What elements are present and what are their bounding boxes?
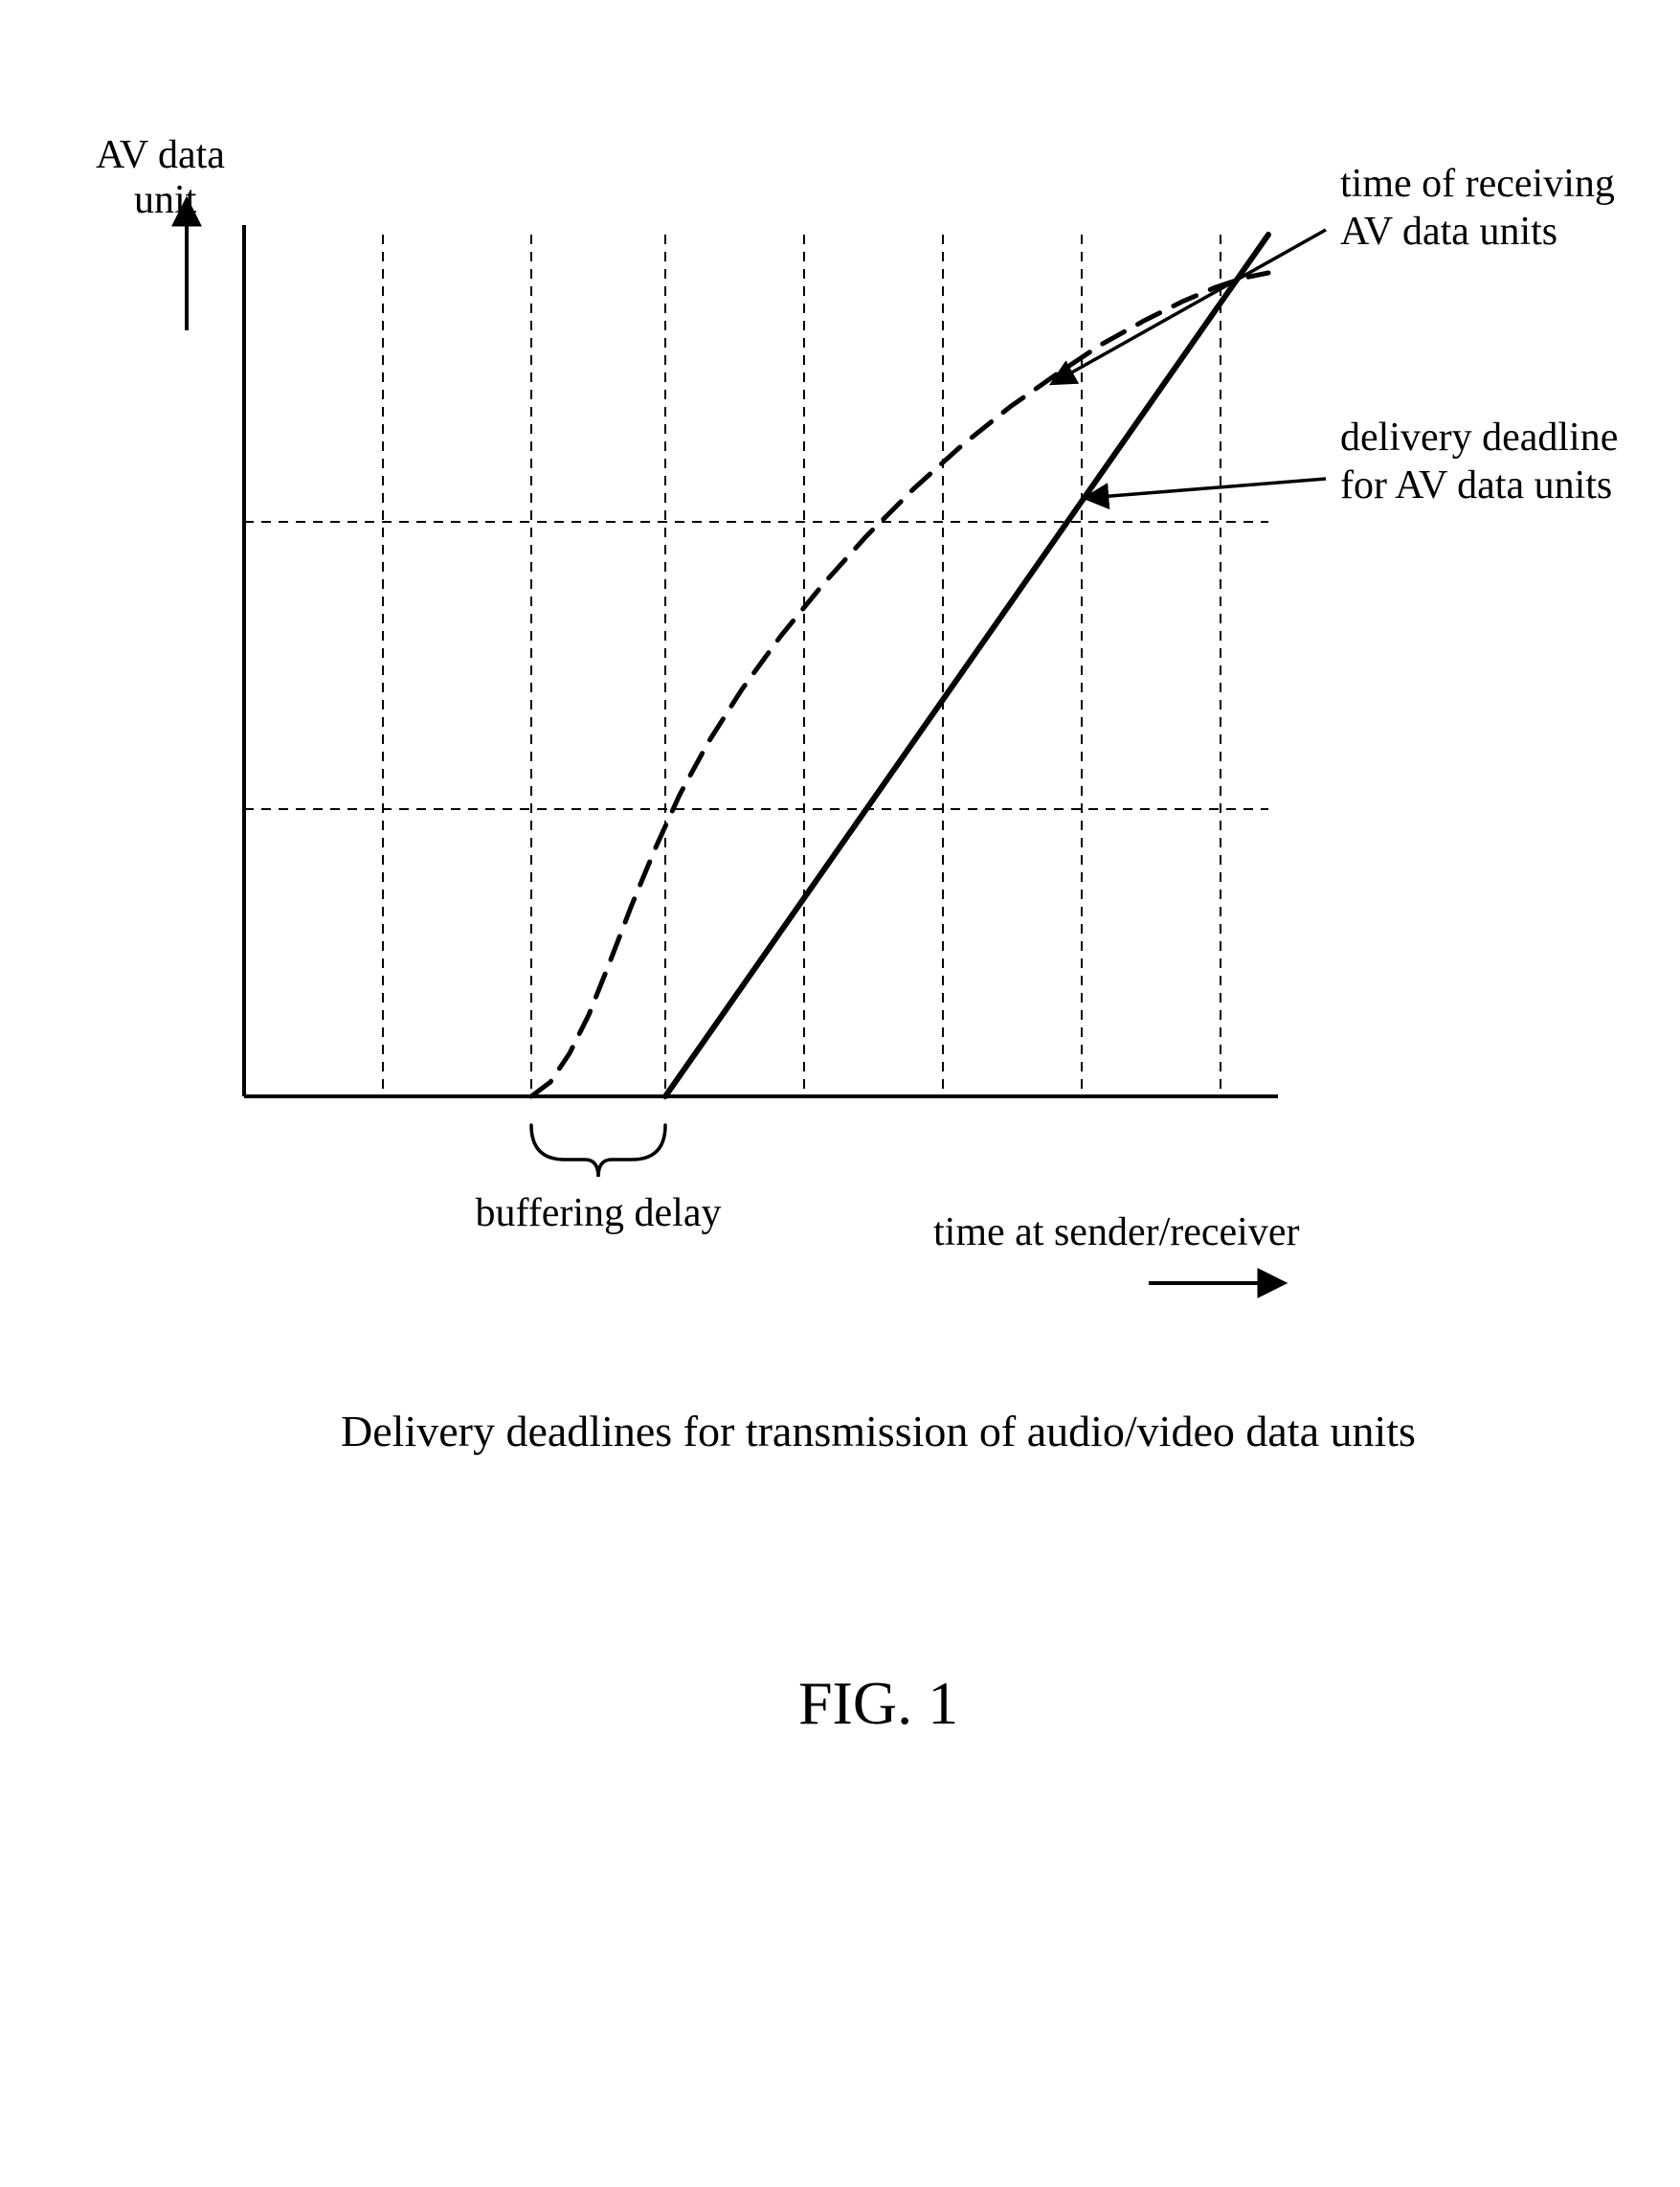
receiving-label-line2: AV data units: [1340, 210, 1557, 254]
canvas-bg: [0, 0, 1680, 2187]
y-axis-label-line1: AV data: [96, 133, 225, 177]
x-axis-label: time at sender/receiver: [933, 1210, 1299, 1254]
buffering-label: buffering delay: [476, 1191, 722, 1235]
deadline-label-line2: for AV data units: [1340, 463, 1612, 507]
figure-label: FIG. 1: [798, 1669, 958, 1737]
deadline-label-line1: delivery deadline: [1340, 416, 1618, 460]
receiving-label-line1: time of receiving: [1340, 162, 1615, 206]
y-axis-label-line2: unit: [134, 178, 197, 222]
figure-caption: Delivery deadlines for transmission of a…: [341, 1407, 1416, 1455]
